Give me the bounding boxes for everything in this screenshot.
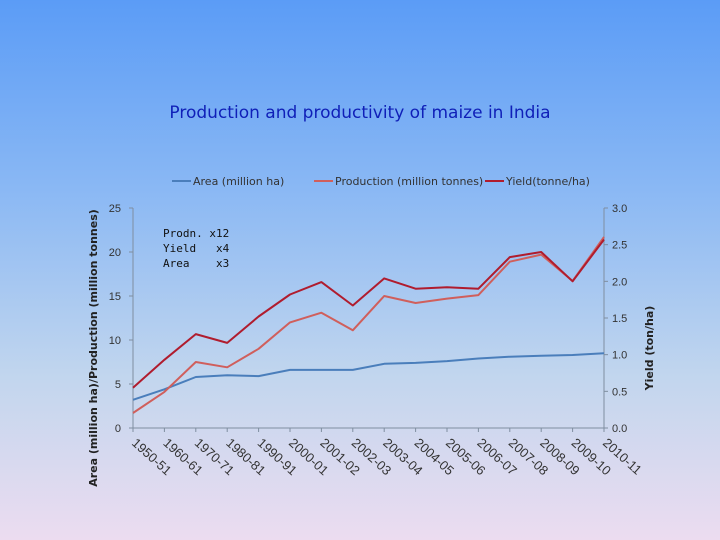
note-line: Area x3	[163, 257, 229, 270]
right-tick-label: 1.5	[612, 313, 627, 325]
right-tick-label: 0.0	[612, 423, 627, 435]
left-tick-label: 5	[115, 379, 121, 391]
note-line: Yield x4	[163, 242, 230, 255]
legend-label: Area (million ha)	[193, 175, 284, 188]
series-line-2	[132, 236, 605, 414]
left-tick-label: 25	[109, 203, 121, 215]
slide-title: Production and productivity of maize in …	[169, 103, 551, 123]
left-tick-label: 0	[115, 423, 121, 435]
legend-label: Yield(tonne/ha)	[505, 175, 590, 188]
right-tick-label: 2.5	[612, 240, 627, 252]
right-tick-label: 3.0	[612, 203, 627, 215]
y2-axis-label: Yield (ton/ha)	[643, 306, 656, 392]
y-axis-label: Area (million ha)/Production (million to…	[87, 209, 100, 487]
left-tick-label: 15	[109, 291, 121, 303]
right-tick-label: 2.0	[612, 276, 627, 288]
legend: Area (million ha) Production (million ton…	[172, 175, 590, 188]
right-tick-label: 0.5	[612, 386, 627, 398]
multiplier-note: Prodn. x12 Yield x4 Area x3	[163, 227, 230, 270]
series-line-3	[132, 238, 605, 389]
series-line-1	[132, 352, 605, 401]
left-tick-label: 20	[109, 247, 121, 259]
legend-label: Production (million tonnes)	[335, 175, 483, 188]
note-line: Prodn. x12	[163, 227, 229, 240]
left-tick-label: 10	[109, 335, 121, 347]
series-lines	[132, 236, 605, 414]
right-tick-label: 1.0	[612, 350, 627, 362]
